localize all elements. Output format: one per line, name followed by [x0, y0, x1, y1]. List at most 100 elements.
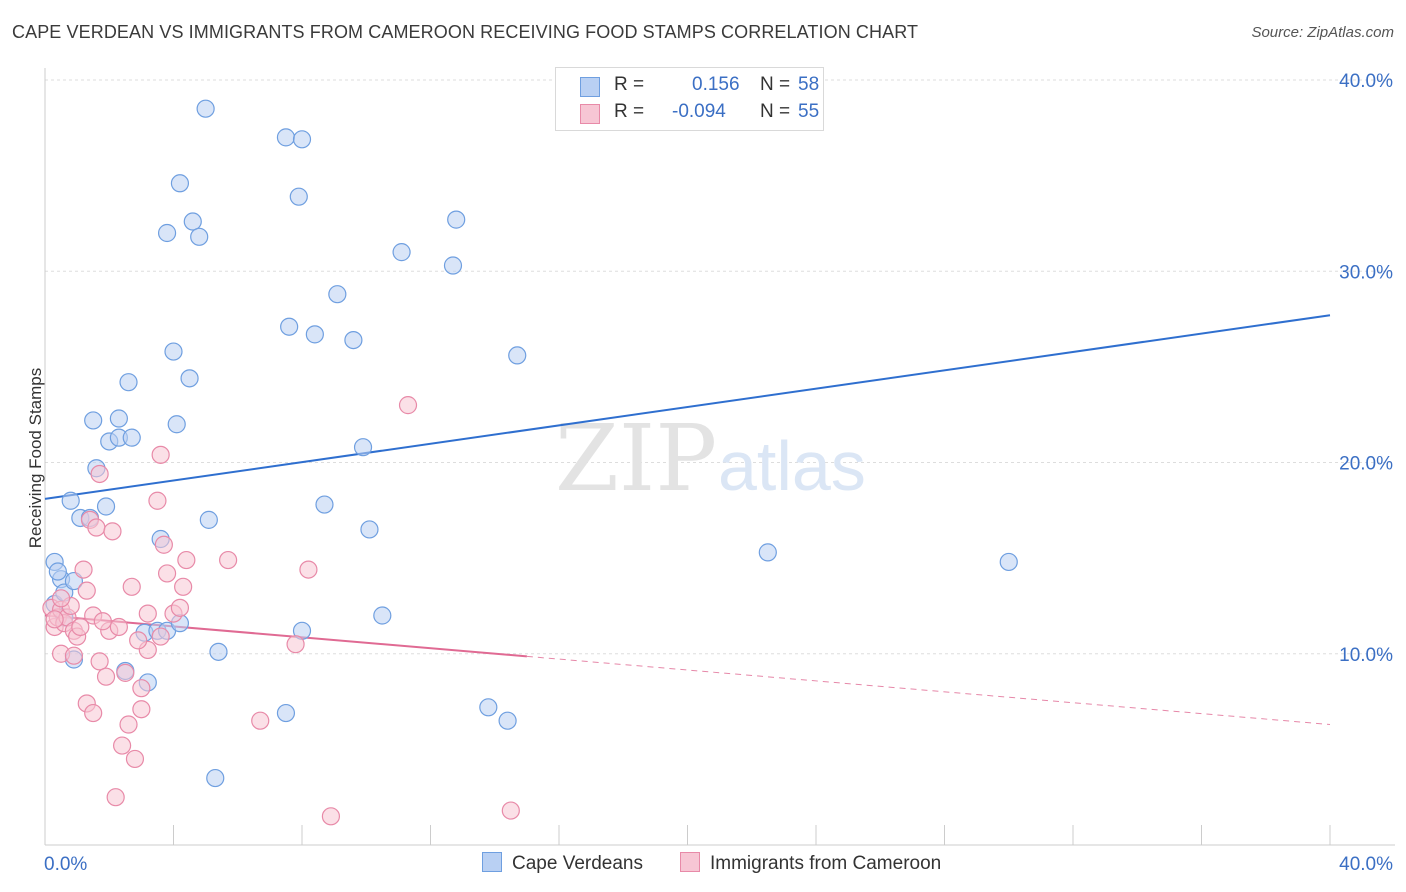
data-point-cape-verdean	[328, 285, 347, 304]
data-point-cameroon	[148, 491, 167, 510]
x-tick-label-start: 0.0%	[44, 854, 87, 875]
trend-line-solid	[44, 314, 1331, 500]
y-tick-label: 20.0%	[1339, 454, 1393, 475]
trend-lines	[44, 314, 1331, 726]
data-point-cape-verdean	[276, 128, 296, 147]
grid-lines	[45, 79, 1395, 655]
correlation-legend: R = 0.156 N = 58 R = -0.094 N = 55	[555, 67, 824, 131]
data-point-cape-verdean	[498, 711, 517, 730]
data-point-cape-verdean	[122, 428, 141, 447]
data-point-cape-verdean	[206, 768, 225, 788]
n-label: N =	[760, 74, 791, 95]
data-point-cameroon	[116, 663, 135, 682]
data-point-cape-verdean	[48, 562, 67, 581]
legend-label: Immigrants from Cameroon	[710, 853, 942, 874]
data-point-cameroon	[132, 700, 151, 719]
data-point-cape-verdean	[353, 438, 373, 457]
legend-label: Cape Verdeans	[512, 853, 643, 874]
data-point-cape-verdean	[479, 698, 498, 717]
data-point-cameroon	[84, 703, 103, 723]
data-point-cape-verdean	[157, 223, 177, 243]
data-point-cape-verdean	[170, 174, 190, 193]
data-point-cameroon	[151, 445, 170, 464]
trend-line-dashed	[526, 655, 1331, 726]
r-label: R =	[614, 74, 645, 95]
data-point-cameroon	[93, 612, 112, 631]
data-point-cameroon	[90, 652, 109, 671]
data-point-cape-verdean	[199, 510, 218, 529]
legend-swatch-pink	[680, 852, 700, 872]
data-points	[42, 99, 1018, 826]
data-point-cape-verdean	[360, 520, 379, 539]
data-point-cameroon	[138, 604, 157, 623]
data-point-cape-verdean	[164, 342, 183, 361]
data-point-cape-verdean	[305, 325, 324, 344]
data-point-cameroon	[286, 635, 305, 654]
data-point-cameroon	[112, 736, 132, 755]
data-point-cameroon	[299, 560, 318, 579]
data-point-cameroon	[106, 788, 125, 807]
tick-labels: 10.0% 20.0% 30.0% 40.0% 0.0% 40.0%	[44, 71, 1393, 875]
r-label: R =	[614, 101, 645, 122]
data-point-cape-verdean	[392, 243, 411, 262]
data-point-cameroon	[321, 807, 341, 826]
x-tick-label-end: 40.0%	[1339, 854, 1393, 875]
watermark: ZIP atlas	[555, 405, 866, 512]
data-point-cape-verdean	[167, 415, 186, 434]
data-point-cape-verdean	[508, 346, 527, 365]
legend-swatch-pink	[580, 104, 600, 124]
data-point-cape-verdean	[443, 256, 463, 275]
y-tick-label: 30.0%	[1339, 262, 1393, 283]
data-point-cape-verdean	[190, 227, 209, 246]
data-point-cameroon	[154, 535, 173, 554]
data-point-cameroon	[157, 564, 177, 583]
data-point-cameroon	[151, 627, 170, 646]
data-point-cape-verdean	[373, 606, 392, 625]
legend-swatch-blue	[482, 852, 502, 872]
data-point-cameroon	[77, 581, 96, 600]
n-label: N =	[760, 101, 791, 122]
data-point-cape-verdean	[276, 703, 296, 723]
data-point-cameroon	[219, 550, 238, 570]
data-point-cameroon	[45, 610, 64, 629]
watermark-atlas: atlas	[718, 427, 866, 505]
data-point-cape-verdean	[315, 495, 334, 514]
r-value: 0.156	[692, 74, 740, 95]
y-axis-label: Receiving Food Stamps	[26, 367, 45, 549]
legend-item-cape-verdeans[interactable]: Cape Verdeans	[482, 852, 643, 875]
data-point-cape-verdean	[292, 130, 312, 149]
data-point-cape-verdean	[999, 552, 1018, 572]
data-point-cameroon	[132, 679, 151, 698]
legend-swatch-blue	[580, 77, 600, 97]
data-point-cameroon	[174, 577, 193, 596]
data-point-cameroon	[96, 667, 116, 686]
data-point-cameroon	[71, 617, 90, 637]
watermark-zip: ZIP	[555, 405, 717, 512]
legend-item-cameroon[interactable]: Immigrants from Cameroon	[680, 852, 941, 875]
data-point-cameroon	[122, 577, 141, 596]
data-point-cape-verdean	[183, 212, 202, 231]
y-tick-label: 10.0%	[1339, 645, 1393, 666]
y-tick-label: 40.0%	[1339, 71, 1393, 92]
data-point-cameroon	[177, 550, 196, 570]
data-point-cameroon	[129, 631, 148, 650]
data-point-cameroon	[51, 589, 71, 608]
data-point-cape-verdean	[758, 543, 777, 562]
data-point-cameroon	[501, 801, 520, 820]
data-point-cape-verdean	[196, 99, 215, 118]
source-label: Source: ZipAtlas.com	[1251, 24, 1394, 41]
data-point-cape-verdean	[180, 369, 199, 388]
r-value: -0.094	[672, 101, 726, 122]
axes	[44, 68, 1395, 846]
data-point-cameroon	[125, 749, 145, 769]
data-point-cameroon	[103, 522, 122, 541]
data-point-cameroon	[398, 396, 418, 415]
data-point-cameroon	[64, 646, 84, 665]
data-point-cape-verdean	[84, 411, 103, 430]
data-point-cameroon	[251, 711, 270, 730]
data-point-cape-verdean	[447, 210, 466, 229]
data-point-cape-verdean	[280, 317, 299, 336]
data-point-cape-verdean	[96, 497, 116, 516]
chart-title: CAPE VERDEAN VS IMMIGRANTS FROM CAMEROON…	[12, 22, 919, 42]
